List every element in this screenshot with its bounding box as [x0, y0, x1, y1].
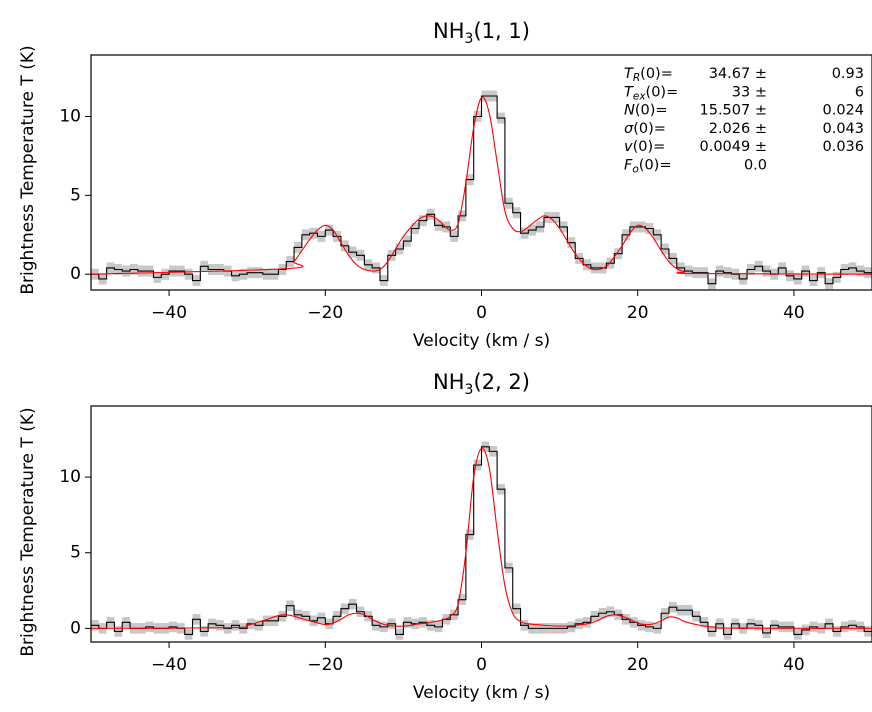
model-fit-line	[91, 96, 872, 275]
fit-param-name: σ(0)=	[624, 121, 666, 137]
fit-param-name: TR(0)=	[624, 66, 673, 84]
fit-param-value: 15.507 ±	[700, 103, 768, 119]
x-tick-label: −40	[151, 303, 187, 323]
x-tick-label: 20	[627, 655, 649, 675]
fit-param-error: 0.036	[822, 139, 864, 155]
fit-param-value: 33 ±	[732, 84, 767, 100]
y-tick-label: 5	[70, 543, 81, 563]
x-tick-label: 40	[783, 655, 805, 675]
fit-param-error: 6	[855, 84, 864, 100]
x-tick-label: −40	[151, 655, 187, 675]
y-tick-label: 10	[59, 107, 81, 127]
fit-param-error: 0.93	[832, 66, 864, 82]
fit-param-value: 0.0	[744, 158, 767, 174]
x-tick-label: 0	[476, 303, 487, 323]
plot-area	[91, 441, 872, 640]
fit-param-value: 2.026 ±	[709, 121, 767, 137]
y-tick-label: 0	[70, 618, 81, 638]
y-axis-label-top: Brightness Temperature T (K)	[18, 45, 38, 294]
fit-param-error: 0.043	[822, 121, 864, 137]
x-axis-label: Velocity (km / s)	[413, 683, 550, 703]
y-tick-label: 0	[70, 264, 81, 284]
x-tick-label: 0	[476, 655, 487, 675]
x-tick-label: 40	[783, 303, 805, 323]
y-axis-label-bottom: Brightness Temperature T (K)	[18, 407, 38, 656]
fit-parameters: TR(0)= 34.67 ± 0.93 Tex(0)= 33 ± 6 N(0)= 15.507…	[624, 66, 864, 176]
y-tick-label: 10	[59, 467, 81, 487]
x-axis-label: Velocity (km / s)	[413, 331, 550, 351]
fit-param-value: 34.67 ±	[709, 66, 767, 82]
chart-nh3-11: −40 −20 0 20 40 0 5 10 Velocity (km / s) NH3(1, 1…	[59, 19, 872, 351]
chart-title: NH3(2, 2)	[433, 370, 530, 398]
fit-param-name: N(0)=	[624, 103, 668, 119]
x-tick-label: −20	[307, 655, 343, 675]
fit-param-error: 0.024	[822, 103, 864, 119]
chart-nh3-22: −40 −20 0 20 40 0 5 10 Velocity (km / s) NH3(2, 2…	[59, 370, 872, 703]
model-fit-line	[91, 447, 872, 629]
fit-param-name: Fo(0)=	[624, 158, 671, 176]
x-tick-label: −20	[307, 303, 343, 323]
fit-param-value: 0.0049 ±	[700, 139, 768, 155]
fit-param-name: v(0)=	[624, 139, 665, 155]
plot-area	[91, 90, 872, 290]
chart-title: NH3(1, 1)	[433, 19, 530, 47]
y-tick-label: 5	[70, 185, 81, 205]
x-tick-label: 20	[627, 303, 649, 323]
fit-param-name: Tex(0)=	[624, 84, 678, 102]
